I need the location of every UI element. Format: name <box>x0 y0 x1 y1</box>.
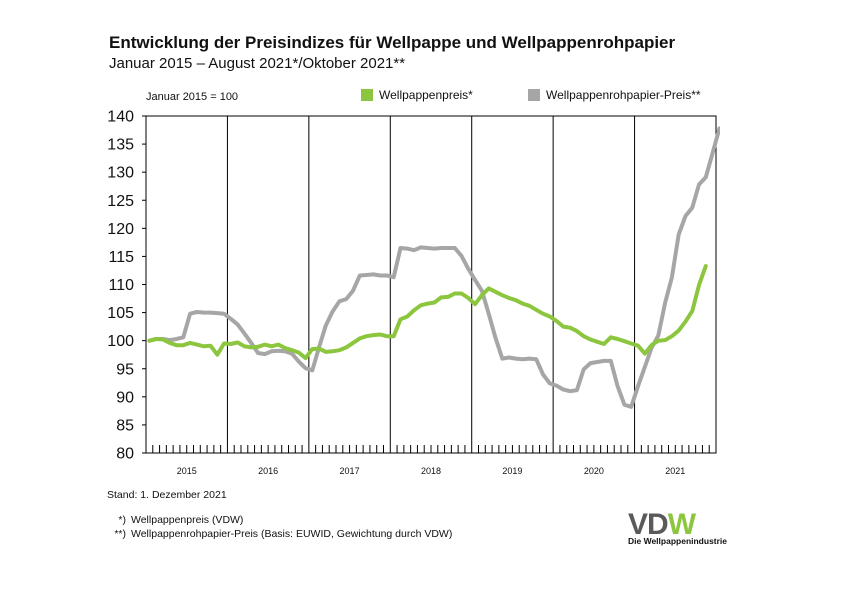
x-year-label: 2015 <box>177 466 197 476</box>
legend-label: Wellpappenrohpapier-Preis** <box>546 88 701 102</box>
y-tick-label: 125 <box>107 193 134 210</box>
y-tick-label: 115 <box>108 249 134 266</box>
x-year-label: 2020 <box>584 466 604 476</box>
y-tick-label: 95 <box>116 361 134 378</box>
line-chart: 80 85 90 95 100 105 110 115 120 125 130 135 140 2015 2… <box>107 109 720 476</box>
x-year-label: 2017 <box>340 466 360 476</box>
y-tick-label: 135 <box>107 137 134 154</box>
footnote-mark: *) <box>118 514 126 526</box>
logo-subtitle: Die Wellpappenindustrie <box>628 536 728 546</box>
y-tick-label: 130 <box>107 165 134 182</box>
svg-text:VDW: VDW <box>628 510 697 541</box>
x-year-label: 2019 <box>502 466 522 476</box>
vdw-logo: VDW <box>628 510 698 541</box>
chart-subtitle: Januar 2015 – August 2021*/Oktober 2021*… <box>109 55 406 72</box>
y-tick-label: 120 <box>107 221 134 238</box>
legend-swatch-green <box>361 89 373 101</box>
y-tick-label: 140 <box>107 109 134 126</box>
x-year-label: 2018 <box>421 466 441 476</box>
stand-note: Stand: 1. Dezember 2021 <box>107 489 227 501</box>
y-tick-label: 80 <box>116 446 134 463</box>
footnote-text: Wellpappenpreis (VDW) <box>131 514 244 526</box>
x-year-label: 2016 <box>258 466 278 476</box>
series-line-rohpapier <box>147 126 720 409</box>
y-tick-label: 100 <box>107 333 134 350</box>
y-tick-label: 110 <box>108 277 134 294</box>
y-tick-label: 85 <box>116 417 134 434</box>
plot-frame <box>145 115 717 454</box>
legend-swatch-gray <box>528 89 540 101</box>
y-tick-label: 105 <box>107 305 134 322</box>
x-year-label: 2021 <box>665 466 685 476</box>
footnote-text: Wellpappenrohpapier-Preis (Basis: EUWID,… <box>131 528 453 540</box>
legend-label: Wellpappenpreis* <box>379 88 473 102</box>
legend-item-rohpapier: Wellpappenrohpapier-Preis** <box>528 88 701 102</box>
chart-title: Entwicklung der Preisindizes für Wellpap… <box>109 33 676 52</box>
legend-item-wellpappenpreis: Wellpappenpreis* <box>361 88 473 102</box>
footnote-mark: **) <box>114 528 126 540</box>
y-tick-label: 90 <box>116 389 134 406</box>
basis-note: Januar 2015 = 100 <box>146 91 239 103</box>
series-line-wellpappenpreis <box>147 264 708 361</box>
